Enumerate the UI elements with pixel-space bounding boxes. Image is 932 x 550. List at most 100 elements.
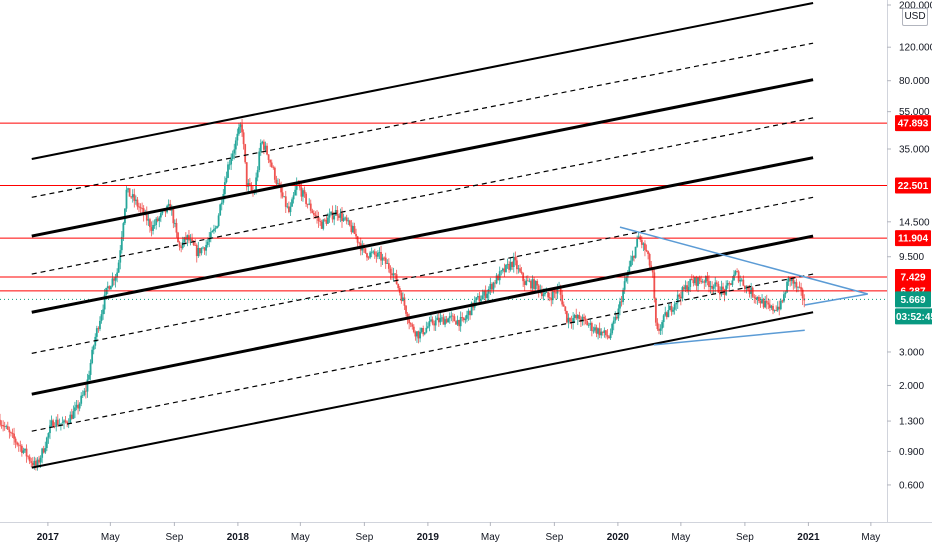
candle-body xyxy=(109,286,112,290)
candle-body xyxy=(581,316,584,322)
channel-line-8[interactable] xyxy=(31,311,814,469)
level-badge-3: 7.429 xyxy=(900,273,925,284)
candle-body xyxy=(63,420,65,423)
candle-body xyxy=(645,249,648,252)
candle-body xyxy=(245,162,248,187)
candle-body xyxy=(784,292,787,295)
candle-body xyxy=(795,282,798,288)
candle-body xyxy=(264,145,267,150)
candle-body xyxy=(277,183,279,185)
candle-body xyxy=(391,273,393,276)
y-tick-label: 1.300 xyxy=(899,417,924,428)
candle-body xyxy=(108,286,111,290)
candle-body xyxy=(84,390,87,392)
candle-body xyxy=(39,457,42,463)
candle-body xyxy=(587,324,590,326)
candle-body xyxy=(459,317,462,327)
candle-body xyxy=(130,196,133,198)
candle-body xyxy=(801,289,804,299)
candle-body xyxy=(197,247,200,257)
last-price-badge: 5.669 xyxy=(900,295,925,306)
candle-body xyxy=(753,296,756,298)
currency-label[interactable]: USD xyxy=(902,8,928,26)
candle-body xyxy=(255,177,258,193)
candle-body xyxy=(620,301,623,303)
triangle-line-2[interactable] xyxy=(804,293,868,306)
candle-body xyxy=(323,219,326,221)
candle-body xyxy=(295,183,298,190)
candle-body xyxy=(64,420,67,422)
candle-body xyxy=(576,315,579,319)
candle-body xyxy=(30,461,33,463)
candle-body xyxy=(61,422,64,424)
candle-body xyxy=(764,300,767,308)
x-tick-label: May xyxy=(481,532,500,543)
candle-body xyxy=(328,214,331,218)
candle-body xyxy=(441,317,443,319)
time-axis[interactable]: 2017 May Sep 2018 May Sep 2019 May Sep 2020 May Sep… xyxy=(0,522,932,550)
candle-body xyxy=(345,217,348,222)
candle-body xyxy=(608,336,610,339)
candle-body xyxy=(83,390,86,396)
candle-body xyxy=(306,203,309,205)
channel-line-5[interactable] xyxy=(31,196,814,354)
candle-body xyxy=(309,203,312,211)
candle-body xyxy=(595,327,598,334)
candle-body xyxy=(745,286,748,290)
price-axis[interactable]: 200.000 120.000 80.000 55.000 35.000 14.500 9.… xyxy=(887,0,932,550)
candle-body xyxy=(56,419,59,426)
channel-line-2[interactable] xyxy=(31,78,814,238)
candle-body xyxy=(734,271,737,275)
level-badge-2: 11.904 xyxy=(898,234,928,245)
channel-line-6[interactable] xyxy=(31,234,814,396)
candle-body xyxy=(258,151,261,171)
candle-body xyxy=(600,331,603,336)
candle-body xyxy=(742,279,745,286)
candle-body xyxy=(392,273,395,276)
candle-body xyxy=(47,433,50,438)
candle-body xyxy=(230,158,233,165)
candle-body xyxy=(495,275,498,284)
candle-body xyxy=(481,295,484,300)
channel-line-3[interactable] xyxy=(31,117,814,275)
candle-body xyxy=(423,332,426,335)
triangle-line-0[interactable] xyxy=(619,226,868,295)
last-price-badge-bg xyxy=(895,291,931,308)
candle-body xyxy=(631,256,634,261)
candle-body xyxy=(131,194,134,198)
candle-body xyxy=(20,445,23,453)
candle-body xyxy=(138,206,140,208)
candle-body xyxy=(159,213,162,218)
candle-body xyxy=(412,326,415,332)
candle-body xyxy=(498,271,501,281)
candle-body xyxy=(175,222,178,233)
candle-body xyxy=(375,254,378,257)
candle-body xyxy=(464,318,467,321)
candle-body xyxy=(0,424,3,426)
candle-body xyxy=(575,315,578,319)
candle-body xyxy=(695,277,698,286)
candle-body xyxy=(280,186,282,193)
candle-body xyxy=(455,321,457,325)
candle-body xyxy=(612,320,615,324)
triangle-line-1[interactable] xyxy=(653,329,805,346)
candle-body xyxy=(453,316,456,322)
candle-body xyxy=(681,287,684,299)
candle-body xyxy=(14,438,17,443)
candle-body xyxy=(475,297,478,301)
candle-body xyxy=(483,291,486,296)
candle-body xyxy=(41,448,44,458)
candle-body xyxy=(625,277,628,282)
candle-body xyxy=(134,199,137,201)
channel-line-1[interactable] xyxy=(31,42,814,198)
channel-line-7[interactable] xyxy=(31,273,814,432)
channel-line-4[interactable] xyxy=(31,156,814,314)
candle-body xyxy=(238,127,240,134)
candle-body xyxy=(431,319,434,324)
candle-body xyxy=(762,299,765,308)
candle-body xyxy=(50,420,53,426)
channel-line-0[interactable] xyxy=(31,1,814,161)
candle-body xyxy=(372,251,375,253)
candle-body xyxy=(786,281,788,293)
